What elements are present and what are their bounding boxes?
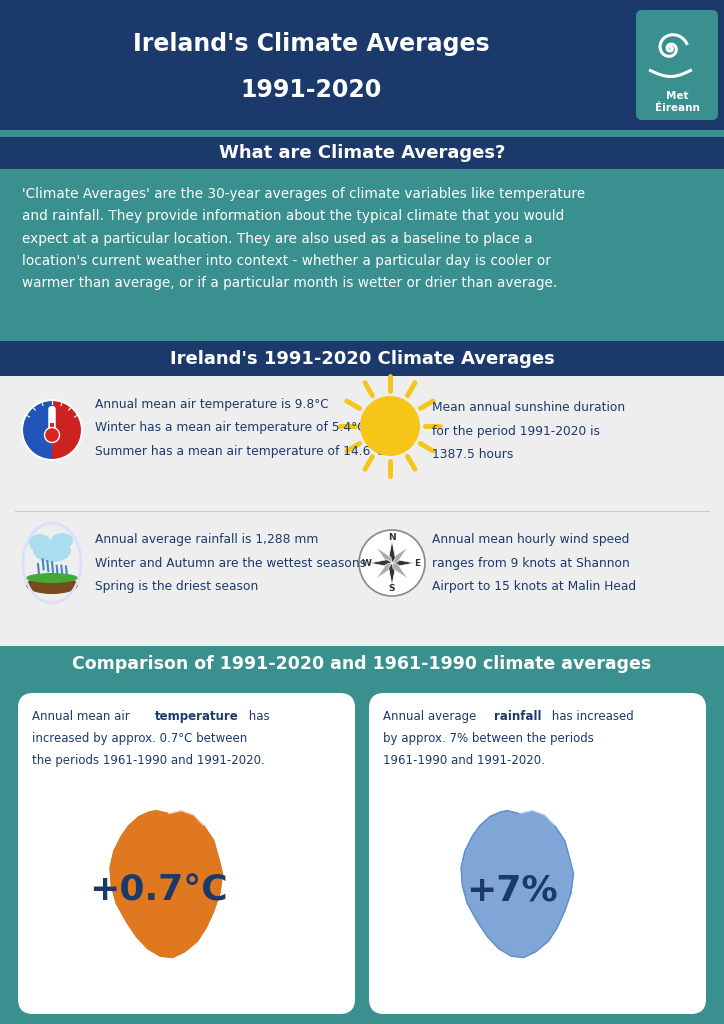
Text: increased by approx. 0.7°C between: increased by approx. 0.7°C between [32, 732, 248, 745]
Text: 1961-1990 and 1991-2020.: 1961-1990 and 1991-2020. [383, 754, 545, 767]
Text: Annual mean air temperature is 9.8°C: Annual mean air temperature is 9.8°C [95, 398, 329, 411]
Polygon shape [392, 547, 408, 563]
Wedge shape [22, 400, 52, 460]
Bar [0, 341, 724, 376]
Text: Ireland's 1991-2020 Climate Averages: Ireland's 1991-2020 Climate Averages [169, 349, 555, 368]
Bar [0, 646, 724, 1024]
Text: Airport to 15 knots at Malin Head: Airport to 15 knots at Malin Head [432, 580, 636, 593]
Bar [0, 169, 724, 341]
FancyBboxPatch shape [49, 406, 56, 434]
Text: temperature: temperature [155, 710, 239, 723]
Text: 1387.5 hours: 1387.5 hours [432, 449, 513, 461]
Polygon shape [461, 811, 573, 957]
Ellipse shape [33, 540, 71, 562]
Text: the periods 1961-1990 and 1991-2020.: the periods 1961-1990 and 1991-2020. [32, 754, 265, 767]
Bar [0, 376, 724, 646]
Circle shape [359, 530, 425, 596]
Text: Annual mean hourly wind speed: Annual mean hourly wind speed [432, 534, 629, 546]
FancyBboxPatch shape [369, 693, 706, 1014]
Text: for the period 1991-2020 is: for the period 1991-2020 is [432, 425, 600, 437]
Polygon shape [392, 560, 414, 566]
Text: What are Climate Averages?: What are Climate Averages? [219, 144, 505, 162]
Polygon shape [376, 563, 392, 579]
Bar [0, 137, 724, 169]
Ellipse shape [51, 534, 73, 549]
Text: Winter and Autumn are the wettest seasons: Winter and Autumn are the wettest season… [95, 556, 366, 569]
Text: Winter has a mean air temperature of 5.4°C: Winter has a mean air temperature of 5.4… [95, 422, 366, 434]
Bar [0, 130, 724, 137]
Text: +0.7°C: +0.7°C [89, 873, 227, 907]
Text: 'Climate Averages' are the 30-year averages of climate variables like temperatur: 'Climate Averages' are the 30-year avera… [22, 187, 585, 290]
Bar [0, 646, 724, 681]
Ellipse shape [26, 573, 78, 583]
Text: +7%: +7% [466, 873, 558, 907]
Circle shape [44, 427, 59, 442]
Text: Comparison of 1991-2020 and 1961-1990 climate averages: Comparison of 1991-2020 and 1961-1990 cl… [72, 654, 652, 673]
FancyBboxPatch shape [18, 693, 355, 1014]
Polygon shape [392, 563, 408, 579]
Text: Annual mean air: Annual mean air [32, 710, 133, 723]
Bar [0, 0, 724, 130]
Text: Mean annual sunshine duration: Mean annual sunshine duration [432, 401, 625, 414]
Wedge shape [52, 400, 82, 460]
Text: S: S [389, 584, 395, 593]
Text: Met
Éireann: Met Éireann [654, 91, 699, 114]
Polygon shape [369, 560, 392, 566]
Polygon shape [389, 541, 395, 563]
Text: Summer has a mean air temperature of 14.6°C: Summer has a mean air temperature of 14.… [95, 445, 385, 458]
Bar [50, 423, 54, 433]
Text: has: has [245, 710, 269, 723]
Text: 1991-2020: 1991-2020 [240, 78, 382, 102]
Polygon shape [376, 547, 392, 563]
Text: N: N [388, 534, 396, 542]
Text: by approx. 7% between the periods: by approx. 7% between the periods [383, 732, 594, 745]
Text: Spring is the driest season: Spring is the driest season [95, 580, 258, 593]
Polygon shape [169, 803, 203, 825]
Text: W: W [361, 558, 371, 567]
FancyBboxPatch shape [636, 10, 718, 120]
Text: E: E [414, 558, 421, 567]
Text: rainfall: rainfall [494, 710, 542, 723]
Text: Ireland's Climate Averages: Ireland's Climate Averages [133, 32, 489, 56]
Ellipse shape [26, 575, 78, 594]
Circle shape [360, 396, 420, 456]
Text: ranges from 9 knots at Shannon: ranges from 9 knots at Shannon [432, 556, 630, 569]
Text: has increased: has increased [548, 710, 634, 723]
Text: Annual average rainfall is 1,288 mm: Annual average rainfall is 1,288 mm [95, 534, 319, 546]
Text: Annual average: Annual average [383, 710, 480, 723]
Polygon shape [520, 803, 555, 825]
Ellipse shape [29, 534, 51, 552]
Polygon shape [110, 811, 222, 957]
Polygon shape [389, 563, 395, 586]
